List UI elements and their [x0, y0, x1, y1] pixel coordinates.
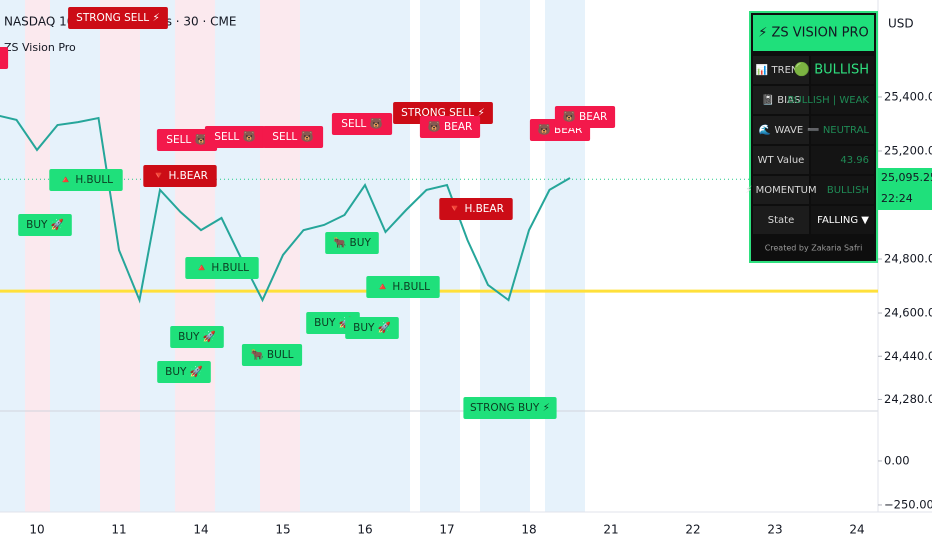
panel-key: 📊 TREND — [756, 63, 806, 76]
x-tick-label: 22 — [685, 523, 700, 537]
x-tick-label: 16 — [357, 523, 372, 537]
panel-value: ➖ NEUTRAL — [807, 125, 869, 136]
panel-cell — [753, 86, 809, 114]
panel-cell — [811, 176, 874, 204]
panel-cell — [753, 176, 809, 204]
price-line — [0, 114, 571, 304]
panel-cell — [811, 206, 874, 234]
signal-label: STRONG BUY ⚡ — [470, 402, 550, 414]
signal-bubble — [463, 397, 557, 419]
y2-tick-label: 0.00 — [884, 453, 910, 467]
x-tick-label: 15 — [275, 523, 290, 537]
x-tick-label: 23 — [767, 523, 782, 537]
signal-label: 🐻 BEAR — [563, 110, 608, 123]
y-tick-label: 24,440.00 — [884, 349, 932, 363]
signal-label: 🐻 BEAR — [428, 120, 473, 133]
panel-cell — [753, 146, 809, 174]
signal-label: 🔺 H.BULL — [376, 281, 430, 293]
panel-cell — [753, 206, 809, 234]
x-tick-label: 10 — [29, 523, 44, 537]
signal-label: BUY 🚀 — [165, 365, 203, 378]
session-shading — [0, 0, 585, 512]
signal-bubble — [0, 47, 9, 69]
signal-label: 🔻 H.BEAR — [448, 203, 504, 215]
signal-bubble — [439, 198, 513, 220]
panel-value: BULLISH — [827, 185, 869, 196]
panel-key: ⚡ MOMENTUM — [745, 185, 816, 196]
signal-label: 🐂 BULL — [251, 349, 294, 361]
x-tick-label: 18 — [521, 523, 536, 537]
x-tick-label: 17 — [439, 523, 454, 537]
x-tick-label: 24 — [849, 523, 864, 537]
signal-bubble — [325, 232, 379, 254]
signal-bubble — [156, 129, 218, 151]
x-tick-label: 14 — [193, 523, 208, 537]
signal-label: STRONG SELL ⚡ — [76, 12, 160, 24]
signal-label: BUY 🚀 — [353, 321, 391, 334]
y-tick-label: 25,200.00 — [884, 143, 932, 157]
signal-bubble — [185, 257, 259, 279]
price-tag-text: 25,095.25 — [881, 171, 932, 184]
panel-key: 📓 BIAS — [762, 94, 801, 106]
currency: USD — [888, 17, 914, 31]
signal-bubble — [157, 361, 211, 383]
signal-bubble — [170, 326, 224, 348]
indicator-name: ZS Vision Pro — [4, 41, 76, 54]
signal-label: 🔺 H.BULL — [59, 174, 113, 186]
signal-bubble — [331, 113, 393, 135]
panel-key: 🌊 WAVE — [759, 123, 803, 136]
panel-value: BULLISH | WEAK — [788, 95, 870, 106]
signal-label: 🔻 H.BEAR — [152, 170, 208, 182]
y-tick-label: 24,600.00 — [884, 306, 932, 320]
signal-label: 🔺 H.BULL — [195, 262, 249, 274]
signal-bubble — [143, 165, 217, 187]
signal-label: BUY 🚀 — [314, 316, 352, 329]
signal-bubble — [554, 106, 616, 128]
signal-bubble — [204, 126, 266, 148]
x-tick-label: 11 — [111, 523, 126, 537]
panel-value: FALLING ▼ — [817, 215, 869, 226]
panel-footer: Created by Zakaria Safri — [765, 244, 863, 253]
panel-cell — [753, 116, 809, 144]
panel-key: WT Value — [758, 155, 805, 166]
panel-title-bg — [753, 15, 874, 51]
panel-title: ⚡ ZS VISION PRO — [758, 26, 869, 41]
signal-bubble — [262, 126, 324, 148]
signal-bubble — [49, 169, 123, 191]
signal-bubble — [18, 214, 72, 236]
signal-label: BUY 🚀 — [26, 218, 64, 231]
y-tick-label: 24,800.00 — [884, 252, 932, 266]
signal-bubble — [68, 7, 168, 29]
panel-cell — [811, 56, 874, 84]
panel-value: 🟢 BULLISH — [794, 62, 869, 78]
y-tick-label: 24,280.00 — [884, 392, 932, 406]
signal-label: 🐂 BUY — [333, 237, 371, 249]
panel-key: State — [768, 215, 794, 226]
signal-bubble — [366, 276, 440, 298]
panel-cell — [811, 116, 874, 144]
signal-label: SELL 🐻 — [166, 133, 207, 146]
panel-cell — [811, 146, 874, 174]
signal-label: SELL 🐻 — [272, 130, 313, 143]
signal-label: SELL 🐻 — [341, 117, 382, 130]
price-tag — [878, 168, 932, 210]
signal-bubble — [419, 116, 481, 138]
y2-tick-label: −250.00 — [884, 497, 932, 511]
panel-cell — [753, 56, 809, 84]
price-tag-time: 22:24 — [881, 192, 913, 205]
signal-label: BUY 🚀 — [178, 330, 216, 343]
panel-cell — [811, 86, 874, 114]
panel-value: 43.96 — [840, 155, 869, 166]
signal-bubble — [241, 344, 303, 366]
y-tick-label: 25,400.00 — [884, 89, 932, 103]
x-tick-label: 21 — [603, 523, 618, 537]
signal-label: SELL 🐻 — [214, 130, 255, 143]
signal-bubble — [345, 317, 399, 339]
